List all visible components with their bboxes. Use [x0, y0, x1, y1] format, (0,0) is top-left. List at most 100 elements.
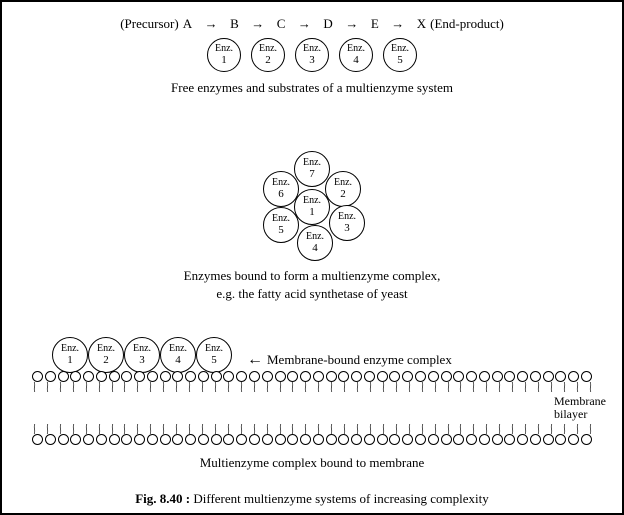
- lipid-tail: ≀: [421, 408, 423, 434]
- arrow-icon: →: [243, 16, 273, 32]
- lipid-head: [441, 371, 452, 382]
- lipid-tail: ≀: [343, 408, 345, 434]
- membrane-complex-text: Membrane-bound enzyme complex: [267, 352, 452, 368]
- lipid-tail: ≀: [85, 408, 87, 434]
- lipid-tail: ≀: [59, 408, 61, 434]
- lipid-head: [198, 434, 209, 445]
- membrane-enzyme-circle: Enz.3: [124, 337, 160, 373]
- bottom-caption: Multienzyme complex bound to membrane: [32, 455, 592, 471]
- lipid-tail: ≀: [343, 382, 345, 408]
- chain-node: C: [277, 16, 286, 32]
- lipid-tail: ≀: [317, 382, 319, 408]
- lipid-tail: ≀: [85, 382, 87, 408]
- lipid-tail: ≀: [162, 382, 164, 408]
- lipid-tail: ≀: [72, 382, 74, 408]
- lipid-tail: ≀: [266, 382, 268, 408]
- lipid-tail: ≀: [369, 382, 371, 408]
- cluster-enzyme-circle: Enz.7: [294, 151, 330, 187]
- lipid-tail: ≀: [434, 408, 436, 434]
- lipid-tail: ≀: [253, 408, 255, 434]
- free-enzyme-row: Enz.1Enz.2Enz.3Enz.4Enz.5: [2, 38, 622, 72]
- lipid-tail: ≀: [188, 382, 190, 408]
- lipid-tail: ≀: [459, 382, 461, 408]
- lipid-tail: ≀: [72, 408, 74, 434]
- lipid-tail: ≀: [175, 408, 177, 434]
- lipid-tail: ≀: [188, 408, 190, 434]
- lipid-tail: ≀: [511, 382, 513, 408]
- lipid-tail: ≀: [459, 408, 461, 434]
- lipid-tail: ≀: [472, 408, 474, 434]
- cluster-enzyme-circle: Enz.3: [329, 205, 365, 241]
- lipid-tails-top: ≀≀≀≀≀≀≀≀≀≀≀≀≀≀≀≀≀≀≀≀≀≀≀≀≀≀≀≀≀≀≀≀≀≀≀≀≀≀≀≀…: [32, 382, 592, 408]
- chain-node: D: [323, 16, 332, 32]
- arrow-left-icon: ←: [247, 351, 263, 369]
- bottom-section: Enz.1Enz.2Enz.3Enz.4Enz.5 ← Membrane-bou…: [32, 337, 592, 471]
- lipid-tail: ≀: [98, 382, 100, 408]
- lipid-tail: ≀: [330, 408, 332, 434]
- bilayer-label: Membrane bilayer: [554, 395, 606, 421]
- top-section: (Precursor) A → B → C → D → E → X (End-p…: [2, 16, 622, 96]
- lipid-tail: ≀: [472, 382, 474, 408]
- lipid-head: [211, 434, 222, 445]
- lipid-tail: ≀: [304, 408, 306, 434]
- cluster-enzyme-circle: Enz.2: [325, 171, 361, 207]
- top-caption: Free enzymes and substrates of a multien…: [2, 80, 622, 96]
- lipid-tail: ≀: [162, 408, 164, 434]
- lipid-tail: ≀: [369, 408, 371, 434]
- figure-frame: (Precursor) A → B → C → D → E → X (End-p…: [0, 0, 624, 515]
- precursor-label: (Precursor): [120, 16, 178, 32]
- lipid-tail: ≀: [382, 382, 384, 408]
- lipid-tail: ≀: [46, 382, 48, 408]
- lipid-tail: ≀: [175, 382, 177, 408]
- chain-node: E: [371, 16, 379, 32]
- lipid-tail: ≀: [408, 382, 410, 408]
- lipid-head: [211, 371, 222, 382]
- lipid-tail: ≀: [304, 382, 306, 408]
- arrow-icon: →: [196, 16, 226, 32]
- enzyme-circle: Enz.5: [383, 38, 417, 72]
- lipid-tail: ≀: [111, 382, 113, 408]
- lipid-tail: ≀: [447, 382, 449, 408]
- lipid-head: [185, 371, 196, 382]
- lipid-head: [517, 371, 528, 382]
- lipid-tail: ≀: [524, 382, 526, 408]
- lipid-tails-bottom: ≀≀≀≀≀≀≀≀≀≀≀≀≀≀≀≀≀≀≀≀≀≀≀≀≀≀≀≀≀≀≀≀≀≀≀≀≀≀≀≀…: [32, 408, 592, 434]
- arrow-icon: →: [383, 16, 413, 32]
- lipid-tail: ≀: [382, 408, 384, 434]
- lipid-tail: ≀: [485, 382, 487, 408]
- lipid-tail: ≀: [550, 408, 552, 434]
- lipid-tail: ≀: [485, 408, 487, 434]
- cluster-enzyme-circle: Enz.6: [263, 171, 299, 207]
- arrow-icon: →: [289, 16, 319, 32]
- lipid-tail: ≀: [434, 382, 436, 408]
- lipid-heads-top: [32, 371, 592, 382]
- chain-node: A: [183, 16, 192, 32]
- lipid-head: [517, 434, 528, 445]
- lipid-tail: ≀: [498, 382, 500, 408]
- lipid-heads-bottom: [32, 434, 592, 445]
- lipid-tail: ≀: [524, 408, 526, 434]
- lipid-tail: ≀: [537, 382, 539, 408]
- middle-section: Enz.1Enz.2Enz.3Enz.4Enz.5Enz.6Enz.7 Enzy…: [2, 147, 622, 302]
- lipid-head: [530, 434, 541, 445]
- lipid-tail: ≀: [98, 408, 100, 434]
- lipid-tail: ≀: [240, 408, 242, 434]
- lipid-tail: ≀: [201, 382, 203, 408]
- lipid-tail: ≀: [149, 408, 151, 434]
- lipid-tail: ≀: [240, 382, 242, 408]
- lipid-head: [185, 434, 196, 445]
- lipid-tail: ≀: [408, 408, 410, 434]
- endproduct-label: (End-product): [430, 16, 504, 32]
- lipid-head: [441, 434, 452, 445]
- cluster-enzyme-circle: Enz.5: [263, 207, 299, 243]
- enzyme-cluster: Enz.1Enz.2Enz.3Enz.4Enz.5Enz.6Enz.7: [247, 147, 377, 267]
- lipid-tail: ≀: [395, 382, 397, 408]
- arrow-icon: →: [337, 16, 367, 32]
- lipid-tail: ≀: [46, 408, 48, 434]
- lipid-tail: ≀: [550, 382, 552, 408]
- enzyme-circle: Enz.2: [251, 38, 285, 72]
- chain-node: B: [230, 16, 239, 32]
- membrane-enzyme-circle: Enz.2: [88, 337, 124, 373]
- lipid-head: [198, 371, 209, 382]
- lipid-tail: ≀: [227, 382, 229, 408]
